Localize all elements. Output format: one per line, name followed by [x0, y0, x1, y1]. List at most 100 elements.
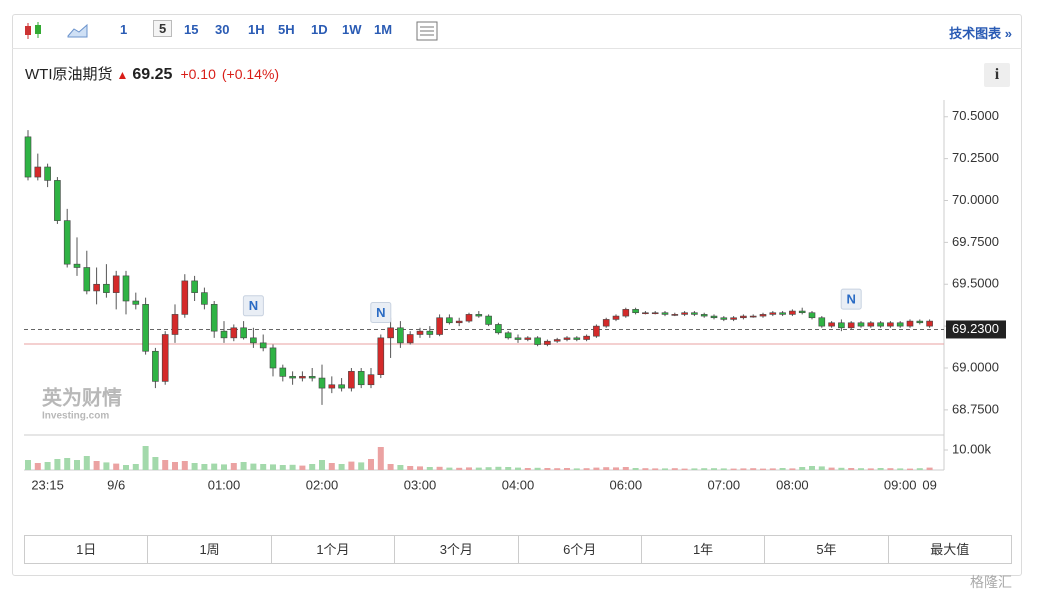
watermark: 英为财情: [42, 385, 122, 409]
candle-body: [534, 337, 541, 345]
candle-body: [377, 337, 385, 376]
volume-bar: [926, 467, 933, 470]
news-label: N: [847, 292, 856, 307]
quote: WTI原油期货 ▲ 69.25 +0.10 (+0.14%): [25, 63, 279, 84]
volume-bar: [289, 464, 296, 470]
range-button[interactable]: 1年: [642, 536, 766, 563]
volume-bar: [632, 468, 639, 470]
y-tick-label: 70.0000: [952, 192, 999, 207]
watermark: Investing.com: [42, 411, 109, 422]
interval-button[interactable]: 30: [215, 22, 230, 37]
volume-bar: [113, 463, 120, 470]
range-button[interactable]: 3个月: [395, 536, 519, 563]
range-button[interactable]: 1个月: [272, 536, 396, 563]
candle-body: [779, 312, 786, 315]
x-tick-label: 08:00: [776, 477, 809, 492]
info-button[interactable]: i: [984, 63, 1010, 87]
interval-button[interactable]: 1D: [311, 22, 328, 37]
range-button[interactable]: 最大值: [930, 542, 970, 557]
volume-bar: [681, 468, 688, 470]
interval-button[interactable]: 5: [153, 20, 173, 37]
candle-body: [495, 324, 502, 334]
volume-bar: [475, 467, 482, 470]
card: [12, 14, 1022, 576]
candle-body: [338, 384, 345, 389]
volume-bar: [573, 468, 580, 470]
interval-button[interactable]: 15: [184, 22, 199, 37]
volume-bar: [603, 467, 610, 470]
candle-body: [524, 337, 532, 340]
volume-bar: [564, 468, 570, 470]
volume-bar: [25, 460, 31, 470]
area-icon[interactable]: [66, 20, 90, 42]
candle-body: [201, 292, 208, 305]
menu-icon[interactable]: [415, 20, 439, 42]
volume-bar: [44, 462, 51, 470]
volume-bar: [466, 467, 472, 470]
y-tick-label: 70.2500: [952, 150, 999, 165]
candle-body: [416, 330, 424, 335]
candle-body: [465, 314, 473, 322]
candle-body: [710, 315, 718, 319]
interval-button[interactable]: 5H: [278, 22, 295, 37]
range-button[interactable]: 1日: [25, 536, 149, 563]
volume-bar: [671, 468, 678, 470]
interval-button[interactable]: 1H: [248, 22, 265, 37]
candle-body: [269, 347, 277, 369]
tech-chart-link[interactable]: 技术图表 »: [949, 26, 1012, 41]
candle-body: [642, 312, 649, 315]
range-button[interactable]: 6个月: [519, 536, 642, 563]
volume-bar: [897, 468, 904, 470]
volume-bar: [524, 468, 531, 470]
volume-bar: [691, 468, 698, 470]
candle-body: [857, 322, 865, 327]
volume-bar: [740, 468, 747, 470]
interval-button[interactable]: 1M: [374, 22, 393, 37]
change-pct: (+0.14%): [221, 66, 280, 82]
candle-icon[interactable]: [22, 20, 46, 42]
candle-body: [367, 374, 375, 386]
volume-bar: [377, 447, 384, 470]
candle-body: [83, 267, 91, 292]
candle-body: [485, 315, 492, 325]
volume-bar: [74, 460, 80, 470]
x-tick-label: 09: [922, 477, 936, 492]
volume-bar: [201, 464, 208, 470]
range-button[interactable]: 5年: [765, 536, 889, 563]
x-tick-label: 04:00: [502, 477, 535, 492]
candle-body: [622, 309, 630, 317]
volume-bar: [191, 463, 198, 470]
y-tick-label: 69.0000: [952, 359, 999, 374]
volume-bar: [123, 465, 129, 470]
vol-tick-label: 10.00k: [952, 441, 992, 456]
news-label: N: [249, 298, 258, 313]
volume-bar: [799, 467, 806, 470]
volume-bar: [485, 467, 492, 470]
x-tick-label: 09:00: [884, 477, 917, 492]
candle-body: [730, 317, 737, 320]
candle-body: [161, 334, 169, 382]
volume-bar: [260, 464, 267, 470]
volume-bar: [818, 466, 825, 470]
candle-body: [671, 314, 679, 316]
title: WTI原油期货: [25, 66, 113, 83]
y-tick-label: 69.7500: [952, 234, 999, 249]
change: +0.10: [180, 66, 216, 82]
interval-button[interactable]: 1: [120, 22, 128, 37]
candle-body: [44, 166, 51, 181]
range-button[interactable]: 1周: [148, 536, 272, 563]
volume-bar: [250, 463, 257, 470]
volume-bar: [426, 467, 433, 470]
candle-body: [896, 322, 904, 327]
candle-body: [651, 312, 659, 315]
interval-button[interactable]: 1W: [342, 22, 362, 37]
volume-bar: [495, 466, 502, 470]
volume-bar: [103, 462, 110, 470]
candle-body: [152, 350, 159, 382]
volume-bar: [730, 468, 737, 470]
candle-body: [612, 315, 620, 320]
candle-body: [691, 312, 698, 315]
volume-bar: [358, 462, 365, 470]
candle-body: [122, 275, 130, 302]
candle-body: [299, 376, 306, 379]
